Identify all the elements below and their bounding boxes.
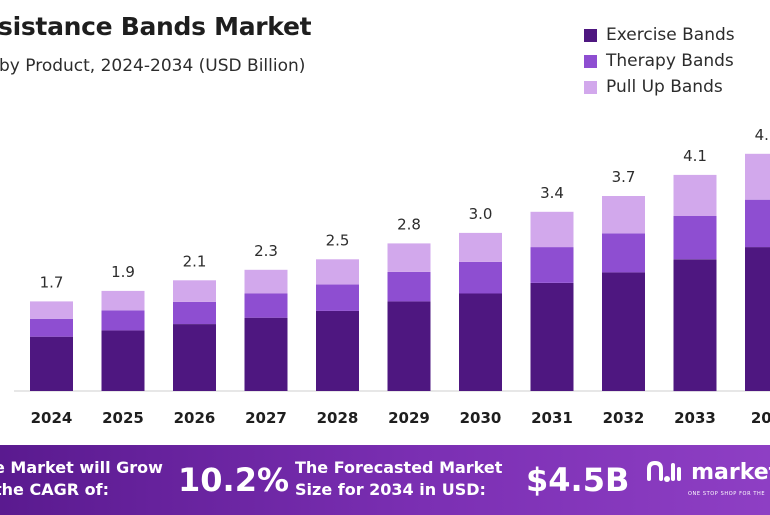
bar-segment-exercise-bands-2025 xyxy=(101,330,145,391)
x-tick-label-2032: 2032 xyxy=(603,409,645,427)
brand-tagline: ONE STOP SHOP FOR THE xyxy=(688,491,766,497)
x-tick-label-2026: 2026 xyxy=(174,409,216,427)
bar-segment-therapy-bands-2032 xyxy=(602,233,645,273)
bar-segment-pull-up-bands-2030 xyxy=(459,232,502,262)
total-label-2027: 2.3 xyxy=(254,242,278,260)
brand-mark-icon xyxy=(647,460,681,482)
legend-item-exercise-bands: Exercise Bands xyxy=(584,22,735,48)
bar-segment-exercise-bands-2027 xyxy=(244,317,288,391)
x-tick-label-2025: 2025 xyxy=(102,409,144,427)
total-label-2032: 3.7 xyxy=(612,168,636,186)
total-label-203: 4.5 xyxy=(755,126,770,144)
bar-segment-therapy-bands-2029 xyxy=(387,271,431,302)
brand-name: market xyxy=(691,459,770,485)
bar-segment-therapy-bands-203 xyxy=(745,199,770,248)
bar-segment-therapy-bands-2027 xyxy=(244,293,288,318)
bar-segment-exercise-bands-2028 xyxy=(316,310,359,391)
bar-segment-pull-up-bands-203 xyxy=(745,153,770,200)
chart-subtitle: by Product, 2024-2034 (USD Billion) xyxy=(0,56,306,76)
bar-segment-exercise-bands-2029 xyxy=(387,301,431,391)
x-tick-label-2033: 2033 xyxy=(674,409,716,427)
total-label-2029: 2.8 xyxy=(397,215,421,233)
forecast-value: $4.5B xyxy=(526,461,630,499)
bar-segment-pull-up-bands-2024 xyxy=(30,301,73,319)
x-tick-label-203: 203 xyxy=(751,409,770,427)
total-label-2033: 4.1 xyxy=(683,147,707,165)
total-label-2031: 3.4 xyxy=(540,184,564,202)
x-tick-label-2027: 2027 xyxy=(245,409,287,427)
bar-segment-pull-up-bands-2027 xyxy=(244,269,288,294)
stacked-bar-chart: 1.71.92.12.32.52.83.03.43.74.14.5 202420… xyxy=(14,126,770,427)
total-label-2026: 2.1 xyxy=(183,252,207,270)
cagr-caption: e Market will Grow the CAGR of: xyxy=(0,458,163,499)
x-tick-label-2028: 2028 xyxy=(317,409,359,427)
bar-segment-pull-up-bands-2029 xyxy=(387,243,431,272)
x-tick-label-2029: 2029 xyxy=(388,409,430,427)
bar-segment-therapy-bands-2031 xyxy=(530,247,574,283)
bar-segment-therapy-bands-2030 xyxy=(459,261,502,294)
bar-segment-therapy-bands-2024 xyxy=(30,318,73,337)
cagr-value: 10.2% xyxy=(178,461,290,499)
legend-item-therapy-bands: Therapy Bands xyxy=(584,48,735,74)
summary-banner: e Market will Grow the CAGR of: 10.2% Th… xyxy=(0,445,770,515)
bar-segment-exercise-bands-2032 xyxy=(602,272,645,391)
bar-segment-exercise-bands-2024 xyxy=(30,336,73,391)
bar-segment-pull-up-bands-2031 xyxy=(530,211,574,248)
legend-item-pull-up-bands: Pull Up Bands xyxy=(584,74,735,100)
bar-segment-therapy-bands-2028 xyxy=(316,284,359,311)
total-label-2024: 1.7 xyxy=(40,273,64,291)
bar-segment-pull-up-bands-2032 xyxy=(602,196,645,234)
bar-segment-exercise-bands-203 xyxy=(745,247,770,391)
bar-segment-pull-up-bands-2033 xyxy=(673,174,717,216)
bar-segment-pull-up-bands-2026 xyxy=(173,280,216,302)
legend-swatch-pull-up-bands xyxy=(584,80,597,94)
bar-segment-pull-up-bands-2028 xyxy=(316,259,359,285)
total-label-2028: 2.5 xyxy=(326,231,350,249)
forecast-caption: The Forecasted Market Size for 2034 in U… xyxy=(295,458,503,499)
x-tick-label-2031: 2031 xyxy=(531,409,573,427)
chart-legend: Exercise Bands Therapy Bands Pull Up Ban… xyxy=(584,22,735,100)
bar-segment-exercise-bands-2030 xyxy=(459,293,502,391)
total-label-2030: 3.0 xyxy=(469,205,493,223)
legend-label-pull-up-bands: Pull Up Bands xyxy=(606,77,723,97)
legend-swatch-exercise-bands xyxy=(584,28,597,42)
legend-label-exercise-bands: Exercise Bands xyxy=(606,25,735,45)
total-label-2025: 1.9 xyxy=(111,263,135,281)
legend-swatch-therapy-bands xyxy=(584,54,597,68)
chart-title: sistance Bands Market xyxy=(0,12,312,41)
bars-layer xyxy=(30,153,770,392)
x-tick-labels-layer: 2024 2025 2026 2027 2028 2029 2030 2031 2032 2033… xyxy=(31,409,770,427)
bar-segment-exercise-bands-2033 xyxy=(673,259,717,392)
x-tick-label-2024: 2024 xyxy=(31,409,73,427)
bar-segment-therapy-bands-2026 xyxy=(173,301,216,324)
bar-segment-pull-up-bands-2025 xyxy=(101,290,145,311)
total-labels-layer: 1.7 1.9 2.1 2.3 2.5 2.8 3.0 3.4 3.7 4.1 4.5 xyxy=(40,126,770,292)
legend-label-therapy-bands: Therapy Bands xyxy=(606,51,734,71)
x-tick-label-2030: 2030 xyxy=(460,409,502,427)
bar-segment-therapy-bands-2025 xyxy=(101,310,145,331)
bar-segment-exercise-bands-2026 xyxy=(173,324,216,391)
brand-logo: market ONE STOP SHOP FOR THE xyxy=(646,457,770,497)
bar-segment-therapy-bands-2033 xyxy=(673,216,717,260)
bar-segment-exercise-bands-2031 xyxy=(530,283,574,391)
